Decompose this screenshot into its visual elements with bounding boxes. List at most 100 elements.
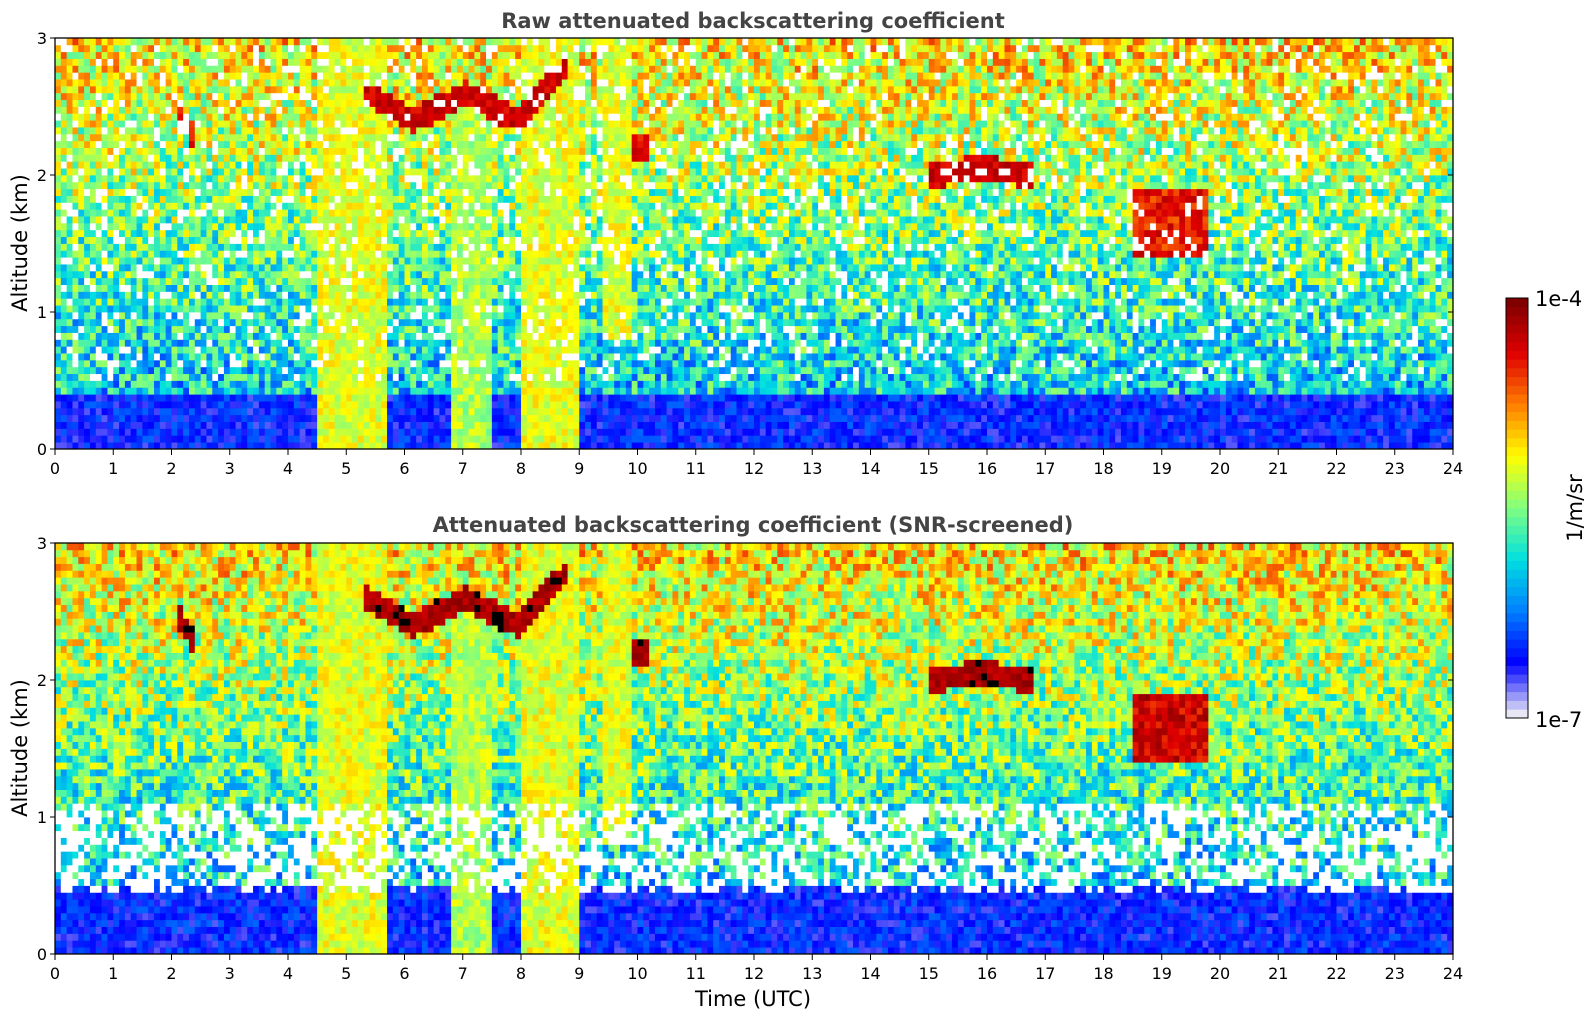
heatmap-cell xyxy=(235,394,242,402)
heatmap-cell xyxy=(171,298,178,306)
heatmap-cell xyxy=(387,58,394,66)
heatmap-cell xyxy=(515,353,522,361)
heatmap-cell xyxy=(392,154,400,162)
heatmap-cell xyxy=(288,127,295,135)
heatmap-cell xyxy=(381,243,388,251)
heatmap-cell xyxy=(264,175,271,183)
heatmap-cell xyxy=(352,353,359,361)
heatmap-cell xyxy=(433,38,440,46)
heatmap-cell xyxy=(404,305,411,313)
heatmap-cell xyxy=(299,339,306,347)
heatmap-cell xyxy=(532,58,539,66)
heatmap-cell xyxy=(521,72,528,80)
heatmap-cell xyxy=(445,373,452,381)
heatmap-cell xyxy=(177,346,184,354)
heatmap-cell xyxy=(369,51,376,59)
heatmap-cell xyxy=(346,202,353,210)
heatmap-cell xyxy=(521,133,528,142)
heatmap-cell xyxy=(223,421,231,429)
heatmap-cell xyxy=(130,154,137,162)
heatmap-cell xyxy=(171,140,178,148)
heatmap-cell xyxy=(427,442,435,450)
heatmap-cell xyxy=(369,92,376,101)
heatmap-cell xyxy=(223,339,231,347)
heatmap-cell xyxy=(124,209,132,217)
heatmap-cell xyxy=(165,113,172,121)
heatmap-cell xyxy=(276,312,283,320)
heatmap-cell xyxy=(119,38,126,46)
heatmap-cell xyxy=(136,359,143,368)
heatmap-cell xyxy=(276,373,283,381)
heatmap-cell xyxy=(526,120,534,128)
heatmap-cell xyxy=(486,442,493,450)
heatmap-cell xyxy=(357,195,365,203)
heatmap-cell xyxy=(375,154,382,162)
heatmap-cell xyxy=(369,414,376,422)
heatmap-cell xyxy=(497,435,504,443)
heatmap-cell xyxy=(200,175,207,183)
heatmap-cell xyxy=(200,133,207,142)
heatmap-cell xyxy=(218,195,225,203)
heatmap-cell xyxy=(60,401,68,409)
heatmap-cell xyxy=(148,168,155,176)
heatmap-cell xyxy=(177,298,184,306)
heatmap-cell xyxy=(95,147,103,155)
heatmap-cell xyxy=(119,202,126,210)
heatmap-cell xyxy=(282,401,289,409)
heatmap-cell xyxy=(538,387,545,395)
heatmap-cell xyxy=(398,154,405,162)
heatmap-cell xyxy=(119,428,126,436)
heatmap-cell xyxy=(468,387,475,395)
heatmap-cell xyxy=(387,332,394,340)
heatmap-cell xyxy=(299,195,306,203)
heatmap-cell xyxy=(433,298,440,306)
heatmap-cell xyxy=(282,332,289,340)
heatmap-cell xyxy=(119,147,126,155)
heatmap-cell xyxy=(282,373,289,381)
heatmap-cell xyxy=(66,216,73,224)
heatmap-cell xyxy=(288,65,295,73)
heatmap-cell xyxy=(258,216,266,224)
heatmap-cell xyxy=(247,168,254,176)
heatmap-cell xyxy=(462,188,469,196)
heatmap-cell xyxy=(78,325,85,333)
heatmap-cell xyxy=(322,373,330,381)
heatmap-cell xyxy=(340,175,347,183)
heatmap-cell xyxy=(107,264,114,272)
heatmap-cell xyxy=(253,113,260,121)
heatmap-cell xyxy=(78,216,85,224)
heatmap-cell xyxy=(404,202,411,210)
heatmap-cell xyxy=(194,264,202,272)
heatmap-cell xyxy=(177,209,184,217)
heatmap-cell xyxy=(159,387,167,395)
heatmap-cell xyxy=(299,236,306,244)
heatmap-cell xyxy=(282,366,289,375)
heatmap-cell xyxy=(491,366,499,375)
heatmap-cell xyxy=(247,202,254,210)
heatmap-cell xyxy=(521,353,528,361)
heatmap-cell xyxy=(223,44,231,53)
heatmap-cell xyxy=(154,209,161,217)
heatmap-cell xyxy=(433,346,440,354)
heatmap-cell xyxy=(381,120,388,128)
heatmap-cell xyxy=(66,291,73,299)
heatmap-cell xyxy=(480,380,487,388)
heatmap-cell xyxy=(264,421,271,429)
heatmap-cell xyxy=(253,277,260,285)
heatmap-cell xyxy=(491,359,499,368)
heatmap-cell xyxy=(113,106,120,114)
heatmap-cell xyxy=(206,175,213,183)
heatmap-cell xyxy=(113,366,120,375)
heatmap-cell xyxy=(521,85,528,94)
heatmap-cell xyxy=(381,154,388,162)
heatmap-cell xyxy=(375,353,382,361)
heatmap-cell xyxy=(200,222,207,231)
heatmap-cell xyxy=(78,154,85,162)
heatmap-cell xyxy=(433,202,440,210)
heatmap-cell xyxy=(194,421,202,429)
heatmap-cell xyxy=(229,284,236,292)
heatmap-cell xyxy=(113,216,120,224)
heatmap-cell xyxy=(194,92,202,101)
heatmap-cell xyxy=(515,79,522,87)
heatmap-cell xyxy=(130,312,137,320)
